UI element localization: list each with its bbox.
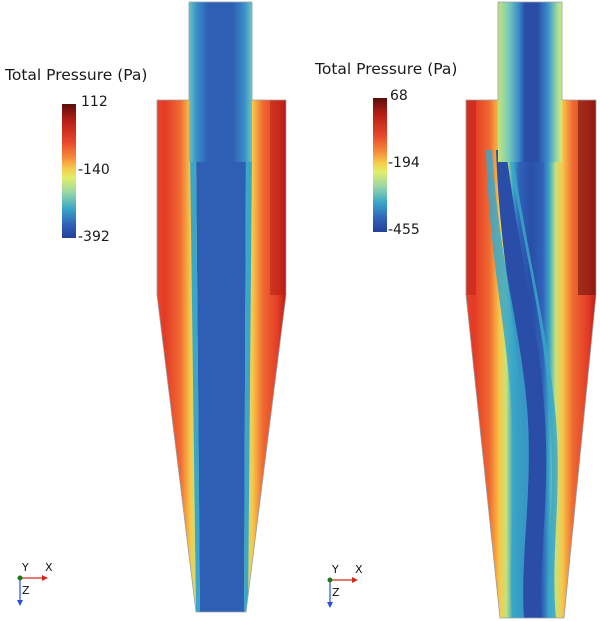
left-axis-y-label: Y [22,561,29,574]
right-cyclone-contour [466,2,596,618]
right-cyclone-outline [465,1,597,619]
right-axis-y-label: Y [332,563,339,576]
right-legend-tick-mid: -194 [388,155,420,171]
left-colorbar [62,104,76,238]
right-colorbar [373,98,387,232]
right-axis-x-label: X [355,563,363,576]
right-axis-triad [327,577,358,608]
left-legend-tick-min: -392 [78,229,110,245]
left-legend-tick-mid: -140 [78,162,110,178]
right-legend-title: Total Pressure (Pa) [315,60,458,78]
left-cyclone-outline [156,1,287,613]
left-cyclone-contour [157,2,286,612]
right-axis-z-label: Z [332,586,340,599]
left-axis-z-label: Z [22,584,30,597]
right-legend-tick-max: 68 [390,88,408,104]
left-legend-tick-max: 112 [81,94,108,110]
left-axis-x-label: X [45,561,53,574]
right-legend-tick-min: -455 [388,222,420,238]
left-axis-triad [17,575,48,606]
left-legend-title: Total Pressure (Pa) [5,66,148,84]
